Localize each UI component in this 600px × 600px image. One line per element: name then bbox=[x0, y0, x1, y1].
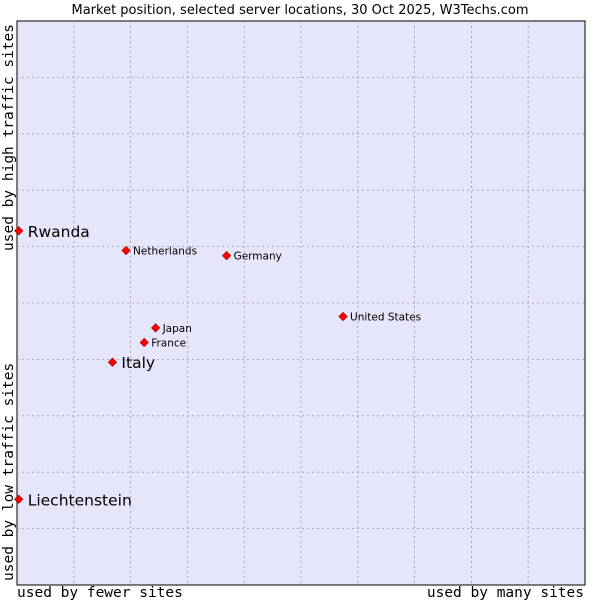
point-label-rwanda: Rwanda bbox=[28, 223, 90, 241]
y-axis-label-high: used by high traffic sites bbox=[1, 24, 17, 251]
point-marker-united-states[interactable] bbox=[338, 311, 348, 322]
point-label-japan: Japan bbox=[162, 323, 192, 335]
y-axis-label-low: used by low traffic sites bbox=[1, 363, 17, 581]
point-marker-rwanda[interactable] bbox=[14, 226, 24, 236]
point-label-liechtenstein: Liechtenstein bbox=[28, 491, 132, 509]
x-axis-label-low: used by fewer sites bbox=[17, 585, 183, 600]
point-label-italy: Italy bbox=[121, 354, 155, 372]
point-label-france: France bbox=[151, 337, 186, 349]
gridlines bbox=[17, 21, 585, 585]
point-label-united-states: United States bbox=[350, 312, 421, 324]
x-axis-label-high: used by many sites bbox=[427, 585, 584, 600]
point-marker-germany[interactable] bbox=[221, 250, 232, 261]
point-label-germany: Germany bbox=[234, 251, 282, 263]
point-label-netherlands: Netherlands bbox=[133, 246, 197, 258]
point-marker-italy[interactable] bbox=[107, 357, 118, 367]
point-marker-france[interactable] bbox=[139, 337, 149, 348]
point-marker-liechtenstein[interactable] bbox=[14, 494, 24, 504]
point-marker-netherlands[interactable] bbox=[121, 245, 131, 256]
point-marker-japan[interactable] bbox=[150, 323, 161, 333]
data-points: Rwanda Netherlands Germany United States Jap… bbox=[14, 223, 421, 509]
chart-title: Market position, selected server locatio… bbox=[71, 3, 528, 18]
